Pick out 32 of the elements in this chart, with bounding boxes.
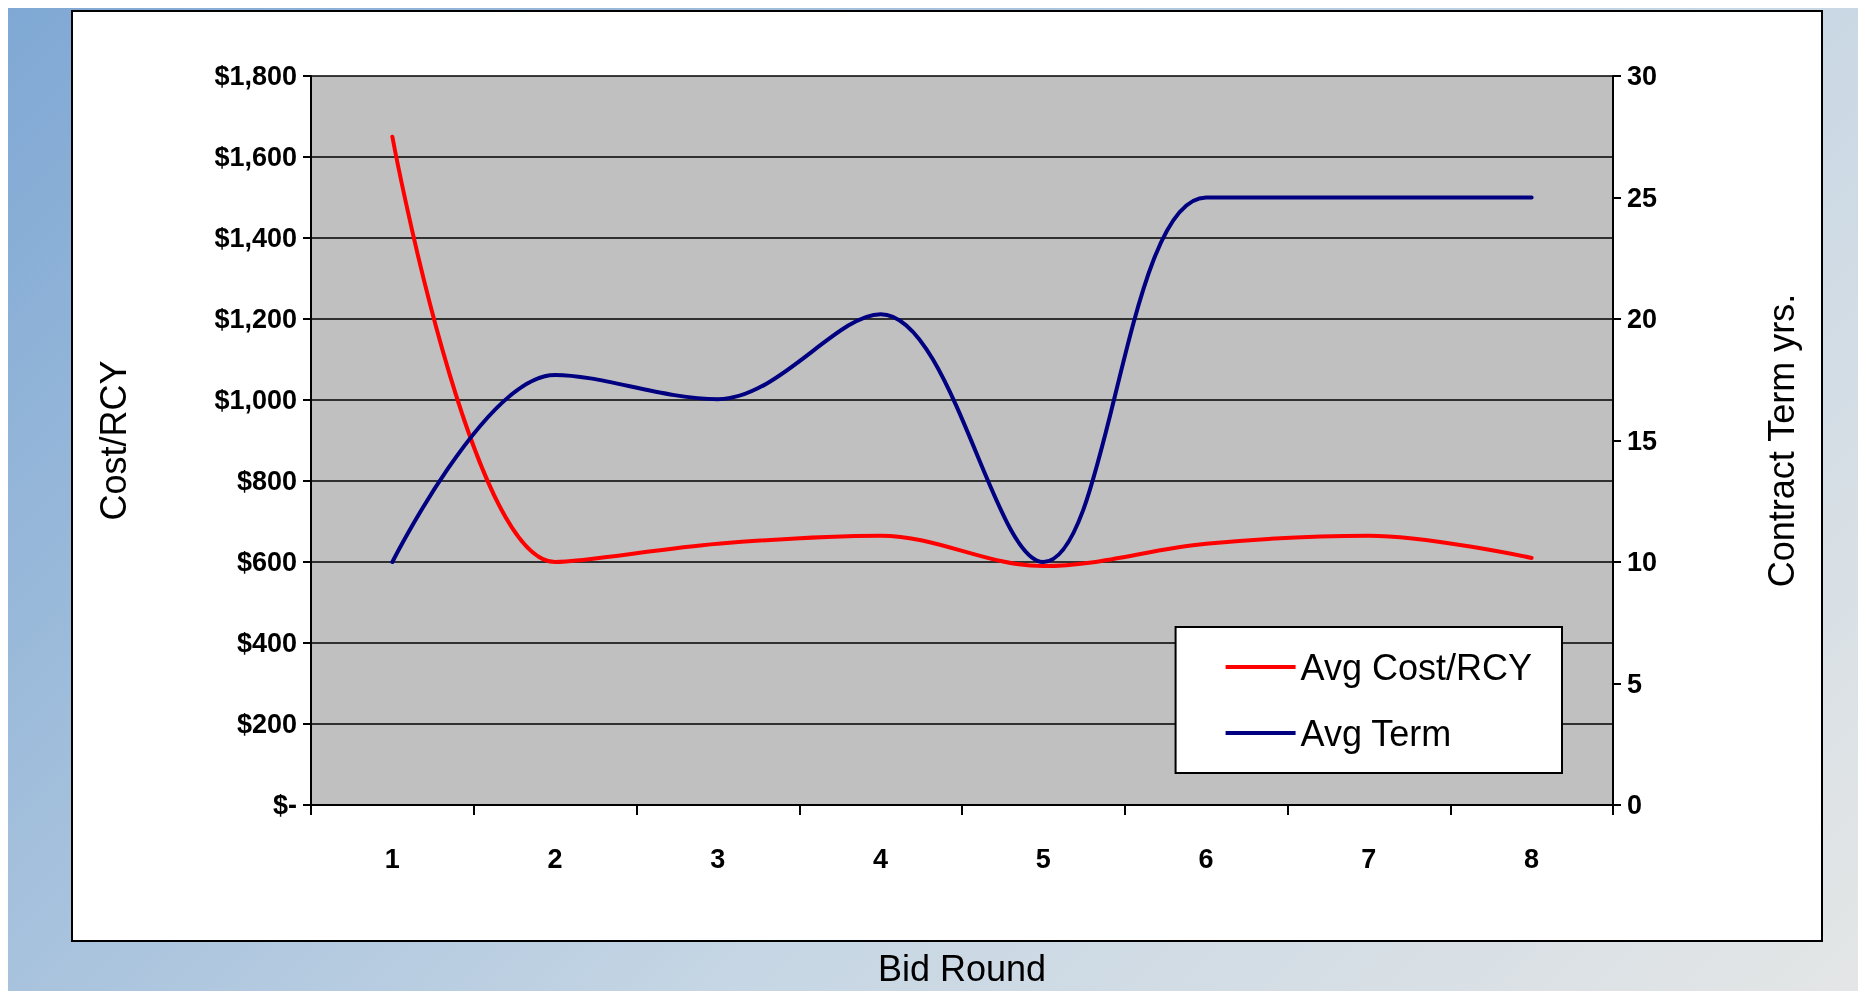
legend-label: Avg Term [1300,712,1452,754]
y2-tick-label: 10 [1627,547,1658,577]
y-tick-label: $- [272,790,297,820]
x-tick-label: 6 [1198,843,1214,874]
x-tick-label: 8 [1524,843,1540,874]
y-axis-title: Cost/RCY [92,360,134,521]
y-tick-label: $600 [236,547,297,577]
y-tick-label: $200 [236,709,297,739]
y-tick-label: $800 [236,466,297,496]
y2-tick-label: 25 [1627,182,1658,213]
y-tick-label: $400 [236,628,297,658]
y2-axis-title: Contract Term yrs. [1760,293,1802,588]
line-series [390,195,1534,564]
x-tick-label: 3 [710,843,726,874]
x-tick-label: 5 [1035,843,1051,874]
y2-tick-label: 0 [1627,790,1643,820]
y-tick-label: $1,400 [214,223,297,253]
x-axis-title: Bid Round [877,947,1047,989]
y2-tick-label: 20 [1627,304,1658,334]
legend-label: Avg Cost/RCY [1300,646,1533,688]
x-tick-label: 2 [547,843,563,874]
y2-tick-label: 5 [1627,668,1643,699]
y-tick-label: $1,600 [214,142,297,172]
x-tick-label: 7 [1361,843,1377,874]
x-tick-label: 1 [384,843,400,874]
y2-tick-label: 30 [1627,61,1658,91]
y-tick-label: $1,000 [214,385,297,415]
y2-tick-label: 15 [1627,425,1658,456]
y-tick-label: $1,800 [214,61,297,91]
line-series [390,134,1534,569]
x-tick-label: 4 [873,843,889,874]
y-tick-label: $1,200 [214,304,297,334]
